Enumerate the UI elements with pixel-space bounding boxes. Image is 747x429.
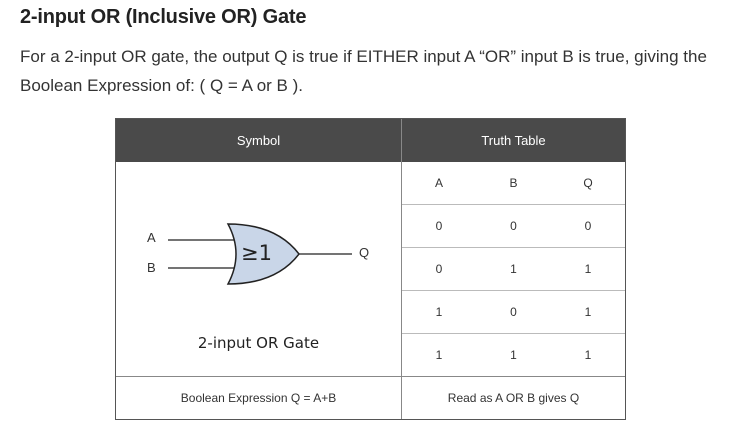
truth-table-cell: 1 (510, 262, 517, 276)
column-divider (401, 119, 402, 419)
truth-table-cell: 1 (584, 262, 592, 276)
boolean-expression: Boolean Expression Q = A+B (180, 391, 337, 405)
truth-table-cell: 1 (435, 305, 443, 319)
gate-symbol-text: ≥1 (241, 241, 272, 265)
or-gate-symbol (168, 223, 352, 285)
truth-table-cell: B (509, 176, 518, 190)
truth-table-cell: 1 (584, 305, 592, 319)
input-b-label: B (147, 260, 156, 275)
description-paragraph: For a 2-input OR gate, the output Q is t… (20, 47, 707, 95)
truth-table-cell: 0 (435, 262, 443, 276)
truth-table-reading: Read as A OR B gives Q (447, 391, 580, 405)
input-a-label: A (147, 230, 156, 245)
or-gate-table: Symbol Truth Table A B Q ≥1 2-input OR G… (115, 118, 626, 420)
truth-table-cell: 1 (435, 348, 443, 362)
output-q-label: Q (359, 245, 370, 260)
truth-table-cell: 1 (584, 348, 592, 362)
table-row: 1 1 1 (402, 334, 625, 376)
or-gate-body (226, 223, 300, 285)
table-header: Symbol Truth Table (116, 119, 625, 162)
truth-table-cell: Q (583, 176, 593, 190)
truth-table-cell: 0 (584, 219, 592, 233)
truth-table-cell: A (434, 176, 443, 190)
truth-table: A B Q 0 0 0 0 1 1 1 0 1 1 1 1 (402, 162, 625, 376)
truth-table-cell: 1 (510, 348, 517, 362)
gate-caption: 2-input OR Gate (197, 334, 320, 352)
truth-table-cell: 0 (510, 219, 517, 233)
footer-divider (116, 376, 625, 377)
symbol-cell: A B Q ≥1 2-input OR Gate (116, 162, 401, 376)
table-row: 0 0 0 (402, 205, 625, 248)
truth-table-header: Truth Table (481, 133, 546, 148)
truth-table-cell: 0 (435, 219, 443, 233)
symbol-header: Symbol (236, 133, 281, 148)
page-title: 2-input OR (Inclusive OR) Gate (20, 6, 307, 28)
truth-table-cell: 0 (510, 305, 517, 319)
table-row: 0 1 1 (402, 248, 625, 291)
table-row: 1 0 1 (402, 291, 625, 334)
